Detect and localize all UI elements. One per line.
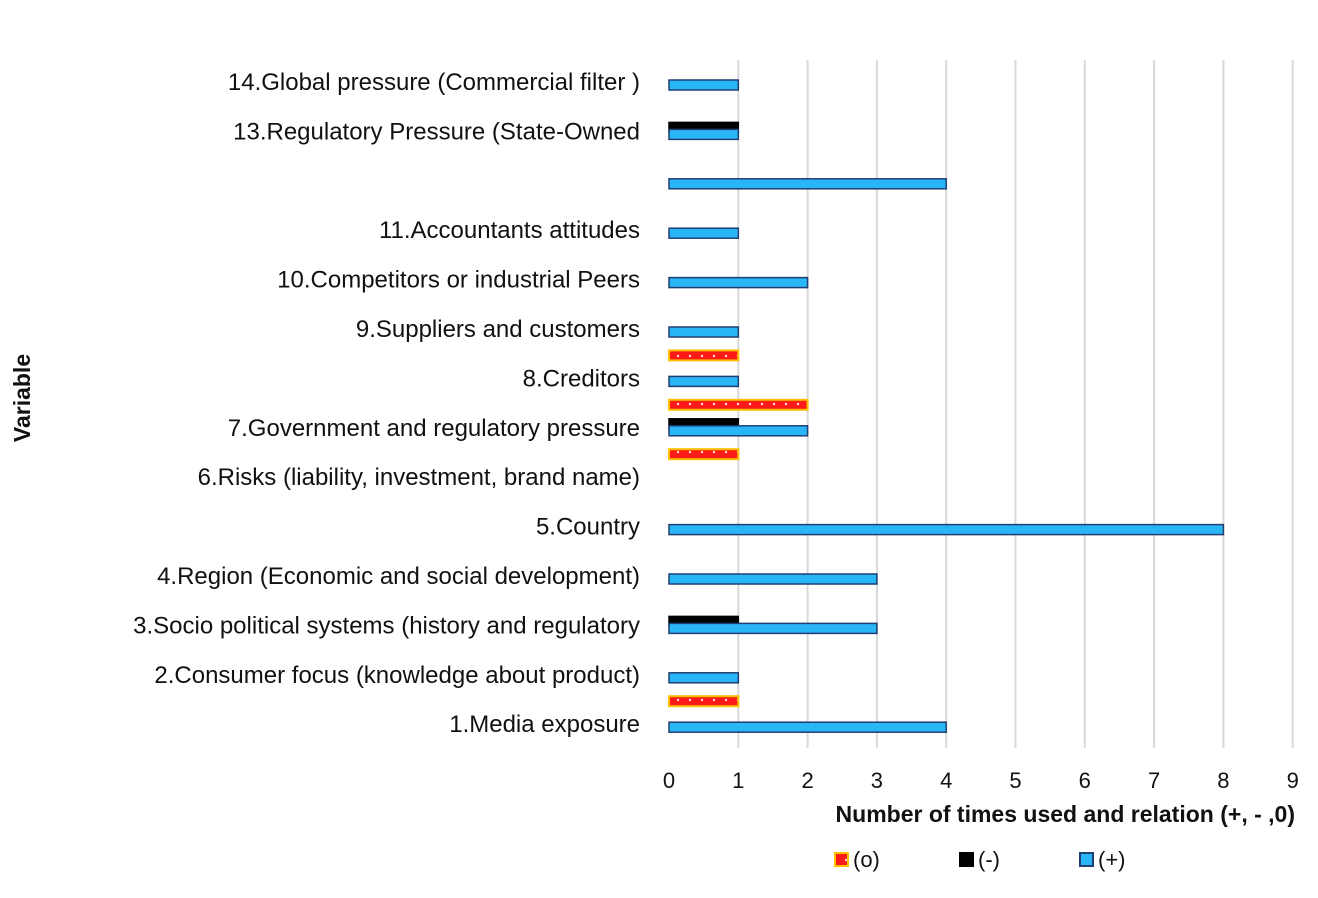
x-tick-label: 4 — [940, 768, 952, 793]
bar-positive — [668, 622, 878, 635]
legend-swatch — [1079, 852, 1094, 867]
category-label: 9.Suppliers and customers — [356, 316, 640, 343]
y-axis-title: Variable — [9, 354, 35, 442]
bar-positive — [668, 573, 878, 585]
category-label: 3.Socio political systems (history and r… — [133, 612, 640, 639]
category-label: 11.Accountants attitudes — [379, 217, 640, 244]
x-tick-label: 8 — [1217, 768, 1229, 793]
x-tick-label: 2 — [801, 768, 813, 793]
category-label: 2.Consumer focus (knowledge about produc… — [154, 662, 640, 689]
category-label: 10.Competitors or industrial Peers — [277, 267, 640, 294]
x-tick-label: 3 — [871, 768, 883, 793]
bar-neutral — [668, 398, 809, 411]
bar-positive — [668, 326, 740, 338]
category-label: 8.Creditors — [523, 365, 640, 392]
legend-label: (-) — [978, 847, 1000, 872]
category-label: 14.Global pressure (Commercial filter ) — [228, 69, 640, 96]
bar-neutral — [668, 349, 740, 362]
bar-positive — [668, 721, 947, 733]
category-label: 1.Media exposure — [449, 711, 640, 738]
x-tick-label: 0 — [663, 768, 675, 793]
legend-label: (+) — [1098, 847, 1126, 872]
bar-positive — [668, 276, 809, 289]
bar-positive — [668, 375, 740, 388]
bar-positive — [668, 425, 809, 437]
legend-swatch — [834, 852, 849, 867]
x-axis-title: Number of times used and relation (+, - … — [836, 801, 1295, 827]
x-tick-label: 9 — [1287, 768, 1299, 793]
bar-positive — [668, 523, 1225, 536]
x-tick-label: 1 — [732, 768, 744, 793]
bar-positive — [668, 178, 947, 190]
x-tick-label: 6 — [1079, 768, 1091, 793]
category-label: 6.Risks (liability, investment, brand na… — [198, 464, 640, 491]
gridlines — [737, 60, 1294, 748]
x-tick-label: 7 — [1148, 768, 1160, 793]
bar-neutral — [668, 695, 740, 708]
bars — [668, 79, 1225, 733]
bar-positive — [668, 128, 740, 141]
bar-positive — [668, 79, 740, 91]
legend-swatch — [959, 852, 974, 867]
category-label: 4.Region (Economic and social developmen… — [157, 563, 640, 590]
category-labels: 1.Media exposure 2.Consumer focus (knowle… — [133, 69, 640, 738]
x-tick-label: 5 — [1009, 768, 1021, 793]
bar-neutral — [668, 448, 740, 461]
legend: (o) (-) (+) — [834, 847, 1126, 872]
legend-label: (o) — [853, 847, 880, 872]
bar-positive — [668, 227, 740, 239]
bar-positive — [668, 672, 740, 684]
category-label: 7.Government and regulatory pressure — [228, 415, 640, 442]
x-tick-labels: 0 1 2 3 4 5 6 7 8 9 — [663, 768, 1299, 793]
category-label: 13.Regulatory Pressure (State-Owned — [233, 118, 640, 145]
category-label: 5.Country — [536, 514, 640, 541]
